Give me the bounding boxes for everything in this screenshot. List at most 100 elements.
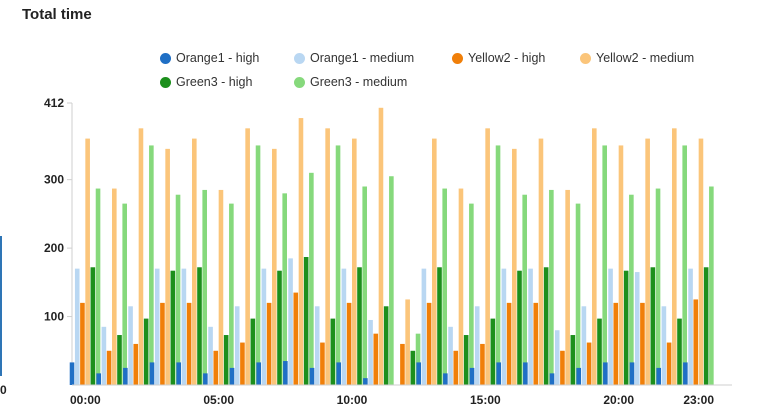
bar[interactable]: Yellow2 - high 01:00: 50 [106, 350, 112, 385]
bar[interactable]: Orange1 - medium 18:00: 80 [554, 330, 560, 385]
bar[interactable]: Orange1 - medium 13:00: 170 [421, 268, 427, 385]
bar[interactable]: Green3 - high 07:00: 167 [277, 270, 282, 385]
bar[interactable]: Orange1 - high 15:00: 25 [469, 367, 475, 385]
bar[interactable]: Yellow2 - high 04:00: 120 [186, 302, 192, 385]
bar[interactable]: Orange1 - high 21:00: 33 [629, 362, 635, 385]
bar[interactable]: Yellow2 - medium 16:00: 345 [512, 148, 517, 385]
bar[interactable]: Yellow2 - medium 00:00: 360 [85, 138, 90, 385]
legend-item-orange1-medium[interactable]: Orange1 - medium [294, 51, 414, 65]
bar[interactable]: Orange1 - high 01:00: 17 [96, 373, 101, 385]
bar[interactable]: Green3 - medium 13:00: 287 [442, 188, 447, 385]
bar[interactable]: Yellow2 - high 10:00: 120 [346, 302, 352, 385]
bar[interactable]: Orange1 - medium 09:00: 115 [314, 306, 320, 385]
bar[interactable]: Green3 - high 20:00: 167 [623, 270, 629, 385]
bar[interactable]: Orange1 - medium 19:00: 115 [581, 306, 587, 385]
bar[interactable]: Yellow2 - medium 12:00: 125 [405, 299, 410, 385]
bar[interactable]: Green3 - medium 03:00: 278 [175, 194, 181, 385]
bar[interactable]: Green3 - medium 22:00: 350 [682, 145, 687, 385]
bar[interactable]: Green3 - high 15:00: 97 [490, 318, 496, 385]
bar[interactable]: Yellow2 - medium 14:00: 287 [458, 188, 464, 385]
bar[interactable]: Orange1 - high 11:00: 10 [363, 378, 368, 385]
bar[interactable]: Orange1 - high 05:00: 17 [203, 373, 208, 385]
bar[interactable]: Yellow2 - medium 01:00: 287 [112, 188, 117, 385]
bar[interactable]: Green3 - high 04:00: 172 [197, 267, 202, 385]
bar[interactable]: Yellow2 - high 08:00: 135 [293, 292, 299, 385]
bar[interactable]: Green3 - medium 21:00: 287 [655, 188, 661, 385]
bar[interactable]: Orange1 - medium 08:00: 185 [288, 258, 293, 385]
bar[interactable]: Yellow2 - medium 18:00: 285 [565, 189, 570, 385]
bar[interactable]: Orange1 - high 16:00: 33 [496, 362, 501, 385]
bar[interactable]: Green3 - medium 19:00: 350 [602, 145, 607, 385]
bar[interactable]: Green3 - medium 10:00: 290 [362, 186, 367, 385]
bar[interactable]: Green3 - medium 06:00: 350 [255, 145, 261, 385]
bar[interactable]: Orange1 - high 18:00: 17 [549, 373, 555, 385]
bar[interactable]: Green3 - high 19:00: 97 [597, 318, 602, 385]
bar[interactable]: Green3 - medium 00:00: 287 [95, 188, 101, 385]
bar[interactable]: Yellow2 - high 23:00: 125 [693, 299, 699, 385]
bar[interactable]: Green3 - high 17:00: 172 [543, 267, 549, 385]
bar[interactable]: Yellow2 - high 05:00: 50 [213, 350, 219, 385]
bar[interactable]: Green3 - high 13:00: 172 [437, 267, 442, 385]
bar[interactable]: Green3 - medium 17:00: 285 [549, 189, 554, 385]
bar[interactable]: Green3 - medium 09:00: 350 [335, 145, 341, 385]
bar[interactable]: Yellow2 - medium 03:00: 345 [165, 148, 170, 385]
bar[interactable]: Yellow2 - medium 08:00: 390 [298, 118, 304, 385]
bar[interactable]: Orange1 - high 14:00: 17 [443, 373, 448, 385]
bar[interactable]: Yellow2 - medium 21:00: 360 [645, 138, 650, 385]
bar[interactable]: Yellow2 - high 22:00: 62 [666, 342, 672, 385]
bar[interactable]: Orange1 - medium 06:00: 115 [234, 306, 240, 385]
bar[interactable]: Yellow2 - medium 22:00: 375 [672, 128, 677, 385]
bar[interactable]: Orange1 - medium 22:00: 115 [661, 306, 667, 385]
bar[interactable]: Green3 - medium 16:00: 278 [522, 194, 527, 385]
bar[interactable]: Orange1 - high 17:00: 33 [523, 362, 528, 385]
bar[interactable]: Yellow2 - high 02:00: 60 [133, 343, 139, 385]
bar[interactable]: Yellow2 - medium 10:00: 360 [352, 138, 357, 385]
bar[interactable]: Orange1 - medium 10:00: 170 [341, 268, 347, 385]
bar[interactable]: Green3 - medium 02:00: 350 [149, 145, 154, 385]
bar[interactable]: Yellow2 - high 21:00: 120 [640, 302, 645, 385]
bar[interactable]: Yellow2 - high 15:00: 60 [480, 343, 485, 385]
bar[interactable]: Yellow2 - high 00:00: 120 [80, 302, 85, 385]
bar[interactable]: Orange1 - medium 20:00: 170 [608, 268, 613, 385]
bar[interactable]: Orange1 - high 10:00: 33 [336, 362, 341, 385]
bar[interactable]: Yellow2 - high 16:00: 120 [506, 302, 512, 385]
legend-item-orange1-high[interactable]: Orange1 - high [160, 51, 259, 65]
bar[interactable]: Yellow2 - medium 07:00: 345 [272, 148, 277, 385]
bar[interactable]: Green3 - high 02:00: 97 [143, 318, 149, 385]
bar[interactable]: Green3 - high 10:00: 172 [357, 267, 362, 385]
bar[interactable]: Green3 - high 08:00: 187 [303, 257, 309, 385]
bar[interactable]: Orange1 - high 09:00: 25 [309, 367, 315, 385]
bar[interactable]: Yellow2 - medium 02:00: 375 [138, 128, 144, 385]
bar[interactable]: Orange1 - medium 11:00: 95 [368, 319, 373, 385]
bar[interactable]: Yellow2 - high 13:00: 120 [426, 302, 432, 385]
bar[interactable]: Green3 - medium 20:00: 278 [629, 194, 634, 385]
bar[interactable]: Green3 - high 05:00: 73 [223, 335, 229, 385]
bar[interactable]: Green3 - high 21:00: 172 [650, 267, 656, 385]
bar[interactable]: Yellow2 - high 11:00: 75 [373, 333, 379, 385]
bar[interactable]: Yellow2 - high 03:00: 120 [160, 302, 165, 385]
bar[interactable]: Orange1 - medium 01:00: 85 [101, 326, 107, 385]
bar[interactable]: Yellow2 - medium 15:00: 375 [485, 128, 490, 385]
legend-item-green3-high[interactable]: Green3 - high [160, 75, 252, 89]
bar[interactable]: Orange1 - medium 07:00: 170 [261, 268, 267, 385]
bar[interactable]: Green3 - medium 18:00: 265 [575, 203, 581, 385]
bar[interactable]: Green3 - medium 12:00: 75 [415, 333, 421, 385]
bar[interactable]: Green3 - medium 15:00: 350 [495, 145, 501, 385]
bar[interactable]: Yellow2 - medium 19:00: 375 [592, 128, 597, 385]
bar[interactable]: Orange1 - medium 00:00: 170 [74, 268, 80, 385]
bar[interactable]: Orange1 - high 06:00: 25 [229, 367, 235, 385]
legend-item-green3-medium[interactable]: Green3 - medium [294, 75, 407, 89]
bar[interactable]: Orange1 - high 02:00: 25 [123, 367, 128, 385]
bar[interactable]: Green3 - high 11:00: 115 [383, 306, 389, 385]
bar[interactable]: Yellow2 - medium 17:00: 360 [538, 138, 544, 385]
bar[interactable]: Orange1 - medium 16:00: 170 [501, 268, 507, 385]
bar[interactable]: Orange1 - high 08:00: 35 [283, 361, 288, 385]
bar[interactable]: Yellow2 - high 07:00: 120 [266, 302, 272, 385]
bar[interactable]: Yellow2 - medium 04:00: 360 [192, 138, 197, 385]
bar[interactable]: Orange1 - medium 05:00: 85 [208, 326, 213, 385]
bar[interactable]: Orange1 - high 19:00: 25 [576, 367, 581, 385]
legend-item-yellow2-medium[interactable]: Yellow2 - medium [580, 51, 694, 65]
bar[interactable]: Green3 - high 06:00: 97 [250, 318, 256, 385]
bar[interactable]: Orange1 - medium 14:00: 85 [448, 326, 453, 385]
bar[interactable]: Green3 - high 23:00: 172 [703, 267, 709, 385]
